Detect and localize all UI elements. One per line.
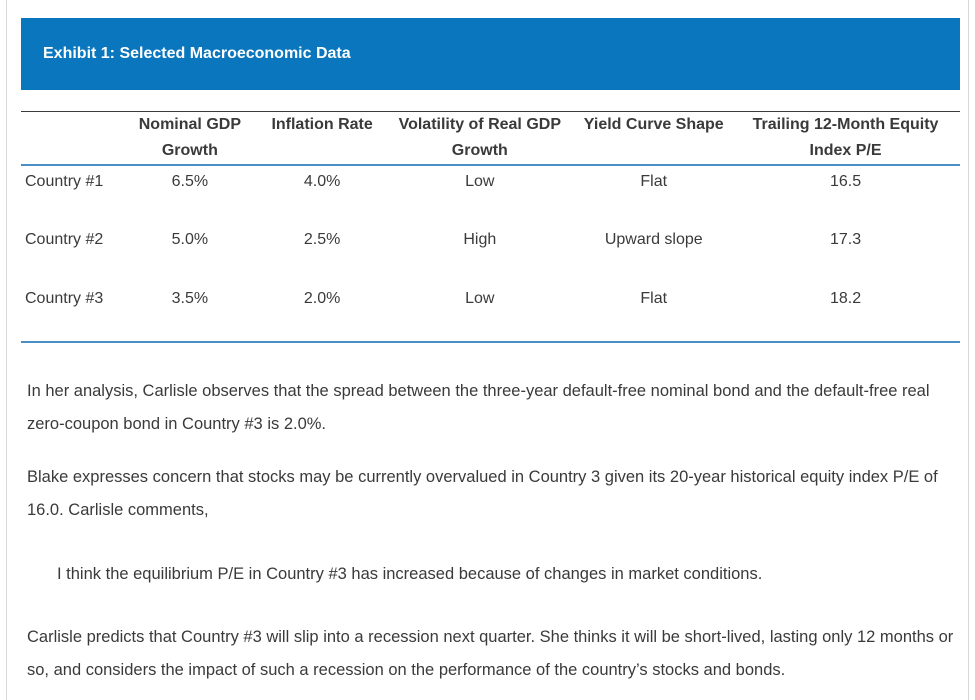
cell-nominal-gdp: 6.5% (171, 173, 209, 190)
cell-pe: 18.2 (829, 290, 862, 307)
table-row: Country #3 3.5% 2.0% Low Flat 18.2 (21, 283, 960, 342)
cell-inflation: 2.5% (303, 231, 341, 248)
cell-nominal-gdp: 3.5% (171, 290, 209, 307)
paragraph-recession-prediction: Carlisle predicts that Country #3 will s… (27, 628, 954, 679)
cell-pe: 17.3 (829, 231, 862, 248)
table-row: Country #2 5.0% 2.5% High Upward slope 1… (21, 224, 960, 283)
cell-volatility: High (463, 231, 497, 248)
document-frame (6, 0, 969, 700)
header-blank (21, 111, 119, 166)
row-label: Country #1 (25, 173, 104, 190)
cell-yield-curve: Flat (640, 173, 668, 190)
table-row: Country #1 6.5% 4.0% Low Flat 16.5 (21, 165, 960, 224)
row-label: Country #2 (25, 231, 104, 248)
cell-volatility: Low (465, 173, 495, 190)
paragraph-spread-observation: In her analysis, Carlisle observes that … (27, 382, 930, 433)
cell-nominal-gdp: 5.0% (171, 231, 209, 248)
blockquote-carlisle: I think the equilibrium P/E in Country #… (57, 565, 763, 583)
macro-data-table: Nominal GDP Growth Inflation Rate Volati… (21, 111, 960, 343)
cell-inflation: 2.0% (303, 290, 341, 307)
paragraph-valuation-concern: Blake expresses concern that stocks may … (27, 468, 938, 519)
header-yield-curve-shape: Yield Curve Shape (576, 111, 732, 166)
header-volatility-real-gdp: Volatility of Real GDP Growth (383, 111, 577, 166)
header-inflation-rate: Inflation Rate (261, 111, 384, 166)
header-trailing-pe: Trailing 12-Month Equity Index P/E (731, 111, 960, 166)
table-header-row: Nominal GDP Growth Inflation Rate Volati… (21, 111, 960, 166)
header-nominal-gdp-growth: Nominal GDP Growth (118, 111, 262, 166)
row-label: Country #3 (25, 290, 104, 307)
cell-pe: 16.5 (829, 173, 862, 190)
exhibit-title: Exhibit 1: Selected Macroeconomic Data (21, 18, 960, 90)
cell-yield-curve: Flat (640, 290, 668, 307)
cell-yield-curve: Upward slope (604, 231, 703, 248)
cell-volatility: Low (465, 290, 495, 307)
cell-inflation: 4.0% (303, 173, 341, 190)
